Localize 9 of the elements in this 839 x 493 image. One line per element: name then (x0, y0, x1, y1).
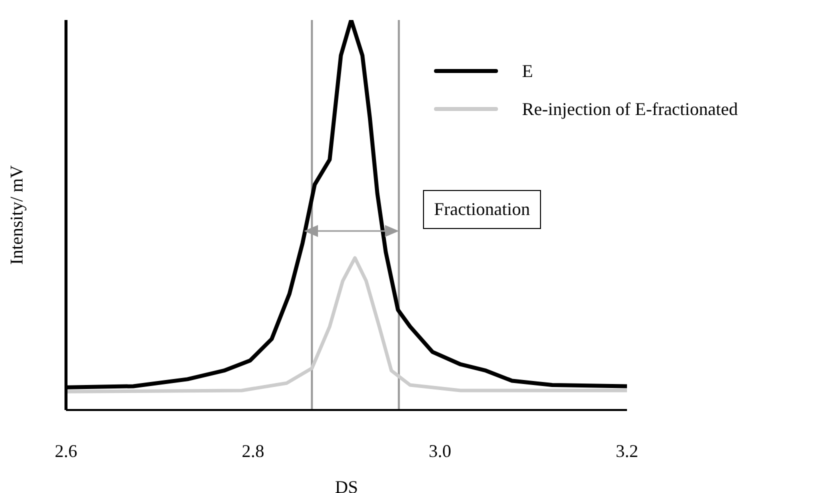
x-tick-label: 3.0 (428, 440, 452, 461)
y-axis-title: Intensity/ mV (6, 165, 26, 265)
legend-label: E (522, 60, 533, 82)
annotation: Fractionation (423, 190, 541, 229)
x-tick-label: 3.2 (616, 440, 638, 461)
legend-label: Re-injection of E-fractionated (522, 98, 738, 120)
x-tick-label: 2.8 (242, 440, 264, 461)
x-tick-label: 2.6 (54, 440, 78, 461)
x-axis-title: DS (334, 477, 358, 493)
